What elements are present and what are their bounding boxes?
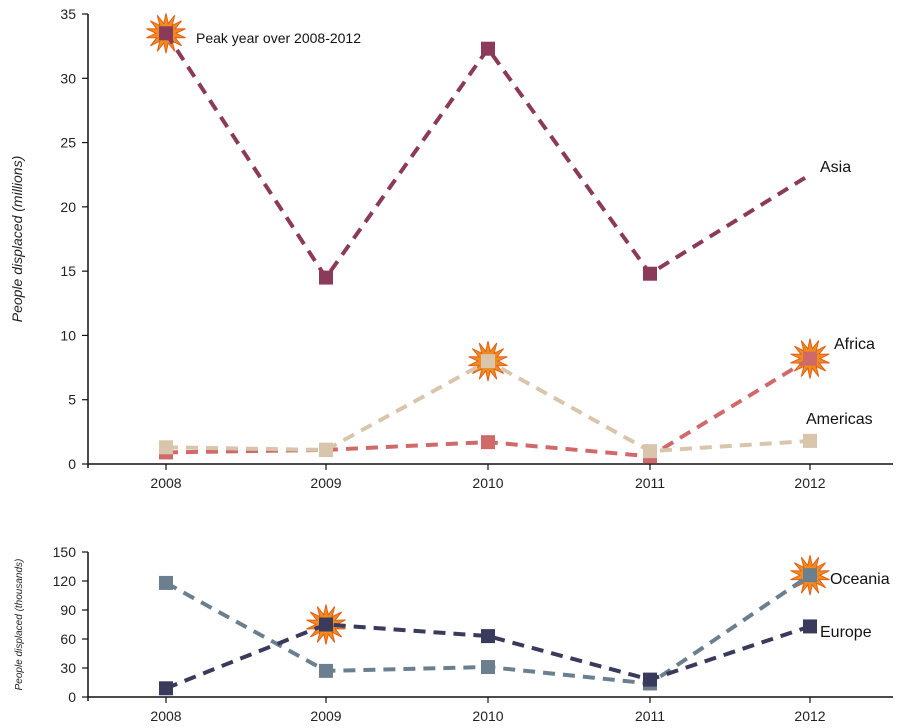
data-point-asia <box>643 266 657 281</box>
y-tick-label: 15 <box>60 263 76 279</box>
y-tick-label: 10 <box>60 327 76 343</box>
data-point-africa <box>481 435 495 450</box>
data-point-oceania <box>803 568 817 583</box>
top-chart: 0 5 10 15 20 25 30 35 2008 2009 2010 2011 2012 People… <box>9 6 893 491</box>
y-tick-label: 60 <box>60 631 76 647</box>
series-label-oceania: Oceania <box>830 571 890 588</box>
series-line-asia <box>164 32 812 282</box>
series-label-europe: Europe <box>820 624 872 641</box>
series-label-americas: Americas <box>806 411 873 428</box>
y-tick-label: 20 <box>60 199 76 215</box>
data-point-europe <box>159 681 173 696</box>
data-point-americas <box>803 433 817 448</box>
y-tick-label: 25 <box>60 135 76 151</box>
x-tick-label: 2008 <box>150 475 181 491</box>
y-tick-label: 30 <box>60 660 76 676</box>
y-tick-label: 0 <box>68 689 76 705</box>
data-point-oceania <box>159 575 173 590</box>
y-tick-label: 30 <box>60 70 76 86</box>
data-point-oceania <box>481 660 495 675</box>
x-tick-label: 2010 <box>472 475 503 491</box>
data-point-europe <box>319 617 333 632</box>
y-tick-label: 150 <box>53 544 77 560</box>
y-tick-label: 90 <box>60 602 76 618</box>
bottom-chart: 0 30 60 90 120 150 2008 2009 2010 2011 2012 People … <box>14 544 893 724</box>
data-point-europe <box>481 629 495 644</box>
x-tick-label: 2010 <box>472 708 503 724</box>
y-axis-title: People displaced (millions) <box>9 156 25 323</box>
data-point-americas <box>319 442 333 457</box>
peak-annotation: Peak year over 2008-2012 <box>196 30 361 46</box>
x-tick-label: 2011 <box>635 708 665 724</box>
x-tick-label: 2011 <box>635 475 665 491</box>
data-point-oceania <box>319 663 333 678</box>
y-tick-label: 35 <box>60 6 76 22</box>
data-point-asia <box>319 270 333 285</box>
data-point-americas <box>643 444 657 459</box>
x-tick-label: 2012 <box>794 475 825 491</box>
data-point-asia <box>481 41 495 56</box>
series-label-africa: Africa <box>834 336 875 353</box>
y-axis-title: People displaced (thousands) <box>14 559 25 691</box>
y-tick-label: 120 <box>53 573 77 589</box>
data-point-americas <box>159 440 173 455</box>
data-point-asia <box>159 26 173 41</box>
data-point-europe <box>803 619 817 634</box>
data-point-americas <box>481 354 495 369</box>
y-tick-label: 5 <box>68 392 76 408</box>
x-tick-label: 2009 <box>310 475 341 491</box>
y-tick-label: 0 <box>68 456 76 472</box>
x-tick-label: 2008 <box>150 708 181 724</box>
x-tick-label: 2012 <box>794 708 825 724</box>
series-label-asia: Asia <box>820 159 851 176</box>
data-point-africa <box>803 351 817 366</box>
x-tick-label: 2009 <box>310 708 341 724</box>
data-point-europe <box>643 672 657 687</box>
